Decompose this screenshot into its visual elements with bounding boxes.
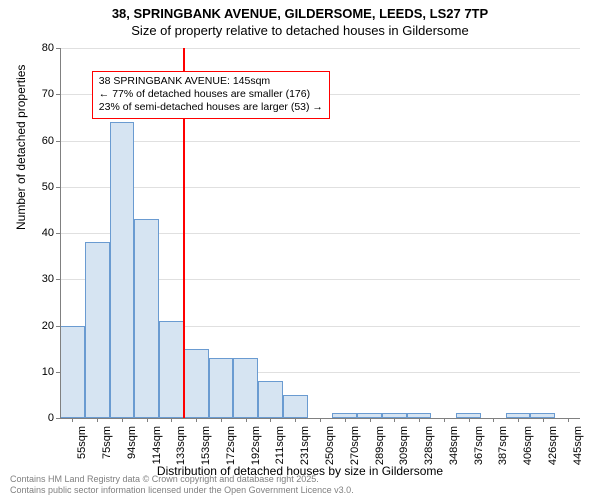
x-tick (394, 418, 395, 422)
x-tick (147, 418, 148, 422)
x-tick-label: 406sqm (522, 426, 534, 465)
annotation-box: 38 SPRINGBANK AVENUE: 145sqm ← 77% of de… (92, 71, 330, 118)
x-tick (97, 418, 98, 422)
y-tick (56, 187, 60, 188)
histogram-bar (85, 242, 110, 418)
y-tick (56, 48, 60, 49)
y-tick-label: 50 (24, 181, 54, 193)
x-tick-label: 445sqm (572, 426, 584, 465)
x-tick (444, 418, 445, 422)
x-tick-label: 192sqm (250, 426, 262, 465)
x-tick-label: 55sqm (76, 426, 88, 459)
x-tick-label: 328sqm (423, 426, 435, 465)
histogram-bar (184, 349, 209, 418)
x-tick-label: 172sqm (225, 426, 237, 465)
x-tick-label: 231sqm (299, 426, 311, 465)
x-tick (518, 418, 519, 422)
y-tick-label: 70 (24, 88, 54, 100)
x-tick-label: 289sqm (374, 426, 386, 465)
chart-title-line1: 38, SPRINGBANK AVENUE, GILDERSOME, LEEDS… (0, 6, 600, 21)
histogram-bar (209, 358, 234, 418)
y-axis (60, 48, 61, 418)
grid-line (60, 187, 580, 188)
x-tick-label: 114sqm (151, 426, 163, 464)
x-tick (493, 418, 494, 422)
footer: Contains HM Land Registry data © Crown c… (10, 474, 354, 496)
y-tick-label: 60 (24, 135, 54, 147)
x-tick-label: 153sqm (200, 426, 212, 465)
y-tick-label: 10 (24, 366, 54, 378)
x-tick (543, 418, 544, 422)
x-tick (246, 418, 247, 422)
annotation-line1: 38 SPRINGBANK AVENUE: 145sqm (99, 75, 323, 88)
chart-title-line2: Size of property relative to detached ho… (0, 23, 600, 38)
x-tick (196, 418, 197, 422)
x-tick-label: 75sqm (101, 426, 113, 459)
x-tick-label: 94sqm (126, 426, 138, 459)
footer-line2: Contains public sector information licen… (10, 485, 354, 496)
histogram-bar (258, 381, 283, 418)
x-tick (270, 418, 271, 422)
annotation-line2: ← 77% of detached houses are smaller (17… (99, 88, 323, 101)
x-tick-label: 133sqm (175, 426, 187, 465)
y-tick-label: 40 (24, 227, 54, 239)
footer-line1: Contains HM Land Registry data © Crown c… (10, 474, 354, 485)
y-tick (56, 418, 60, 419)
chart-plot-area: 01020304050607080 55sqm75sqm94sqm114sqm1… (60, 48, 580, 418)
x-tick-label: 309sqm (398, 426, 410, 465)
x-tick-label: 348sqm (448, 426, 460, 465)
x-tick (295, 418, 296, 422)
x-tick-label: 250sqm (324, 426, 336, 465)
y-tick-label: 20 (24, 320, 54, 332)
histogram-bar (283, 395, 308, 418)
y-tick (56, 279, 60, 280)
x-tick (568, 418, 569, 422)
x-tick (221, 418, 222, 422)
x-tick (122, 418, 123, 422)
x-tick-label: 426sqm (547, 426, 559, 465)
x-tick (320, 418, 321, 422)
y-tick (56, 326, 60, 327)
grid-line (60, 48, 580, 49)
x-tick (171, 418, 172, 422)
x-tick (469, 418, 470, 422)
y-tick (56, 94, 60, 95)
x-tick-label: 387sqm (497, 426, 509, 465)
annotation-line3: 23% of semi-detached houses are larger (… (99, 101, 323, 114)
histogram-bar (134, 219, 159, 418)
x-tick (370, 418, 371, 422)
y-tick-label: 0 (24, 412, 54, 424)
y-tick (56, 372, 60, 373)
y-tick-label: 30 (24, 273, 54, 285)
x-tick-label: 367sqm (473, 426, 485, 465)
y-tick-label: 80 (24, 42, 54, 54)
x-tick-label: 211sqm (274, 426, 286, 464)
grid-line (60, 141, 580, 142)
x-tick-label: 270sqm (349, 426, 361, 465)
histogram-bar (60, 326, 85, 419)
histogram-bar (110, 122, 135, 418)
x-tick (72, 418, 73, 422)
y-tick (56, 233, 60, 234)
histogram-bar (233, 358, 258, 418)
x-tick (345, 418, 346, 422)
y-tick (56, 141, 60, 142)
histogram-bar (159, 321, 184, 418)
x-tick (419, 418, 420, 422)
